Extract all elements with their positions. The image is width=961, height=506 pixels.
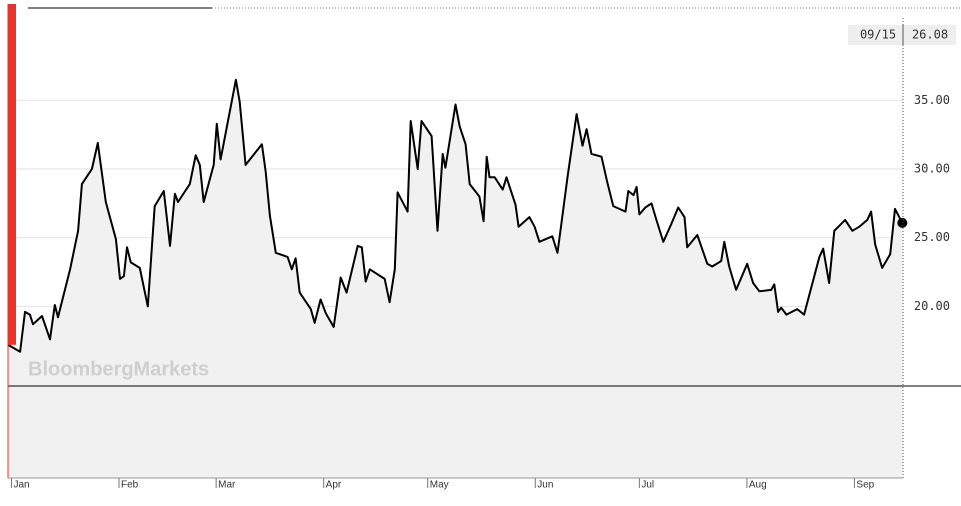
x-tick-label: Feb (121, 480, 139, 491)
watermark: BloombergMarkets (28, 358, 209, 380)
x-tick-label: Jun (537, 480, 553, 491)
line (7, 78, 904, 353)
x-tick-label: Jul (641, 480, 654, 491)
x-tick-label: May (430, 480, 449, 491)
red-bar (8, 4, 16, 345)
y-tick-label: 30.00 (914, 162, 950, 176)
area (8, 79, 903, 479)
y-tick-label: 25.00 (914, 230, 950, 244)
x-tick-label: Apr (326, 480, 342, 491)
y-tick-label: 35.00 (914, 93, 950, 107)
x-tick-label: Jan (13, 480, 29, 491)
x-tick-label: Sep (856, 480, 874, 491)
last-point (897, 217, 908, 228)
x-tick-label: Aug (749, 480, 767, 491)
last-label-box (848, 25, 956, 45)
last-value: 26.08 (912, 28, 948, 42)
y-tick-label: 20.00 (914, 299, 950, 313)
last-date: 09/15 (860, 28, 896, 42)
x-tick-label: Mar (218, 480, 236, 491)
